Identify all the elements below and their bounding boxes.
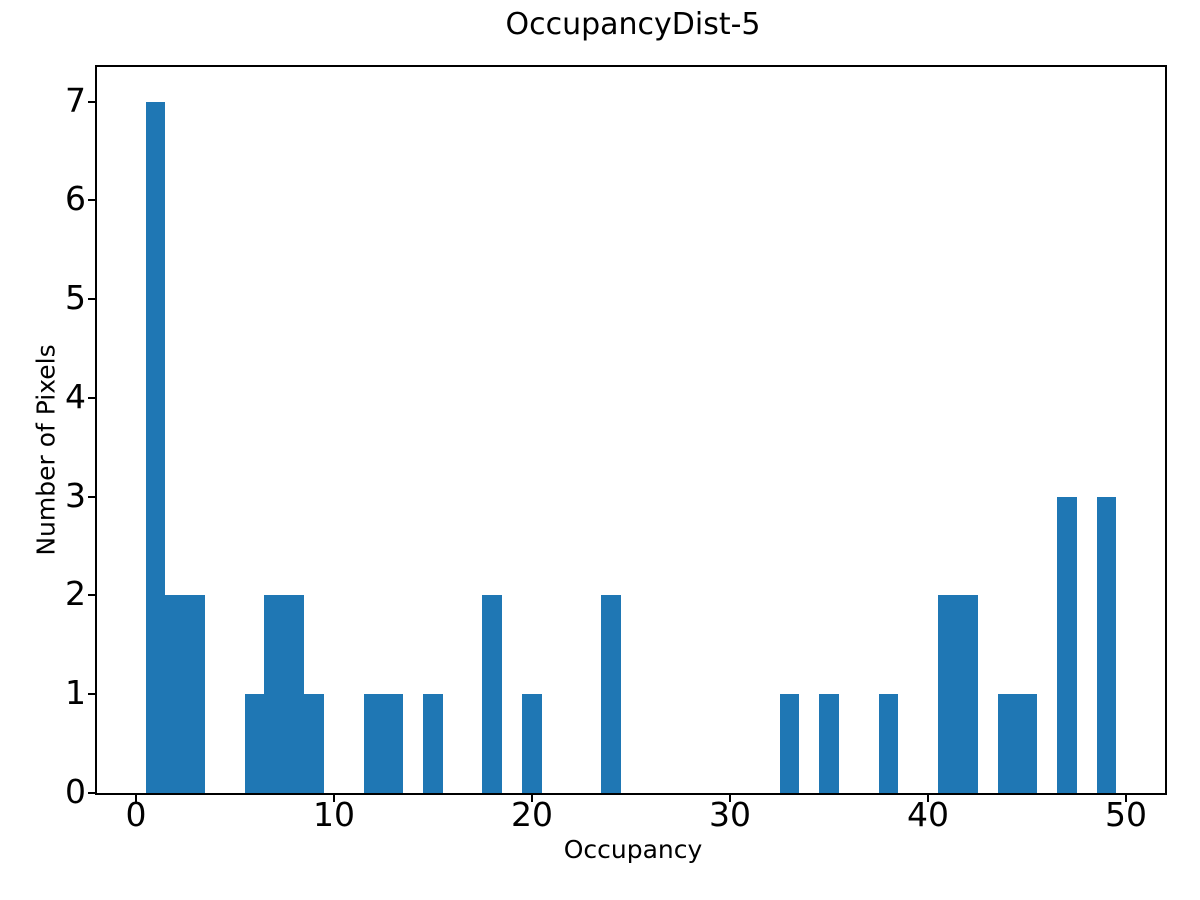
x-tick-label: 30: [709, 795, 751, 834]
y-axis-label: Number of Pixels: [31, 344, 61, 556]
histogram-bar: [185, 595, 205, 793]
y-axis-tick: [88, 792, 97, 794]
x-tick-label: 50: [1105, 795, 1147, 834]
histogram-bar: [780, 694, 799, 793]
y-tick-label: 4: [65, 377, 86, 417]
y-tick-label: 0: [65, 772, 86, 812]
histogram-bar: [245, 694, 264, 793]
histogram-bar: [938, 595, 958, 793]
x-axis-tick: [1125, 793, 1127, 802]
y-axis-tick: [88, 594, 97, 596]
y-tick-label: 1: [65, 673, 86, 713]
y-tick-label: 7: [65, 81, 86, 121]
y-axis-tick: [88, 199, 97, 201]
plot-area: [95, 65, 1167, 795]
bars-layer: [97, 67, 1165, 793]
y-axis-tick: [88, 101, 97, 103]
histogram-bar: [958, 595, 978, 793]
y-axis-tick: [88, 397, 97, 399]
y-tick-label: 6: [65, 179, 86, 219]
y-tick-label: 2: [65, 574, 86, 614]
histogram-bar: [522, 694, 542, 793]
x-tick-label: 40: [907, 795, 949, 834]
histogram-bar: [601, 595, 621, 793]
histogram-bar: [304, 694, 324, 793]
x-tick-label: 0: [125, 795, 147, 834]
histogram-bar: [146, 102, 165, 793]
chart-title: OccupancyDist-5: [505, 7, 761, 42]
x-axis-tick: [927, 793, 929, 802]
histogram-bar: [383, 694, 403, 793]
histogram-bar: [284, 595, 304, 793]
y-tick-label: 3: [65, 476, 86, 516]
histogram-bar: [1057, 497, 1077, 793]
x-axis-tick: [333, 793, 335, 802]
histogram-bar: [423, 694, 443, 793]
x-axis-tick: [135, 793, 137, 802]
histogram-bar: [264, 595, 284, 793]
x-tick-label: 10: [313, 795, 355, 834]
y-axis-tick: [88, 496, 97, 498]
histogram-bar: [165, 595, 185, 793]
histogram-bar: [1017, 694, 1037, 793]
x-axis-tick: [729, 793, 731, 802]
y-axis-tick: [88, 693, 97, 695]
histogram-bar: [364, 694, 383, 793]
x-axis-label: Occupancy: [563, 835, 703, 864]
x-tick-label: 20: [511, 795, 553, 834]
histogram-bar: [1097, 497, 1116, 793]
histogram-bar: [879, 694, 898, 793]
y-axis-tick: [88, 298, 97, 300]
histogram-bar: [482, 595, 502, 793]
x-axis-tick: [531, 793, 533, 802]
histogram-bar: [998, 694, 1017, 793]
histogram-bar: [819, 694, 839, 793]
y-tick-label: 5: [65, 278, 86, 318]
